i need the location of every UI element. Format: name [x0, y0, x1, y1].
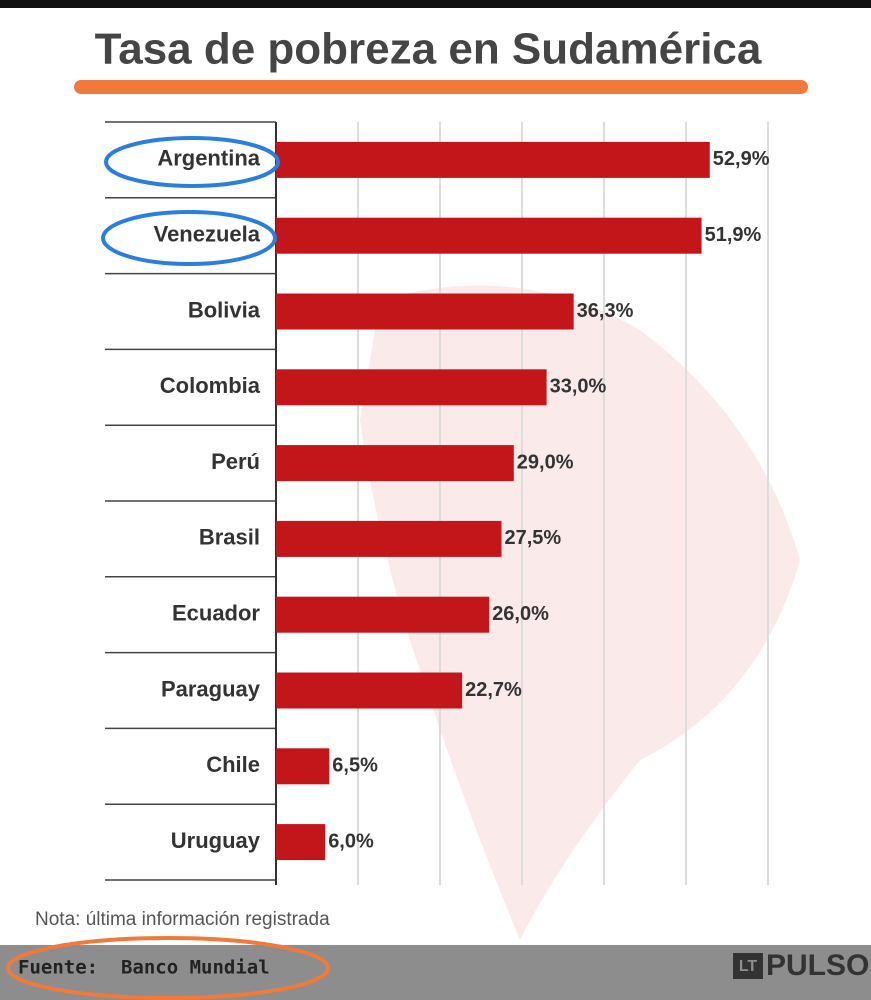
bar — [276, 369, 547, 406]
y-tick-label: Chile — [206, 752, 260, 777]
value-label: 51,9% — [705, 224, 762, 246]
bar — [276, 824, 326, 861]
value-label: 27,5% — [505, 527, 562, 549]
value-label: 36,3% — [577, 300, 634, 322]
note: Nota: última información registrada — [35, 909, 330, 930]
y-tick-label: Colombia — [160, 373, 261, 398]
top-bar — [0, 0, 871, 8]
logo-badge: LT — [739, 958, 758, 975]
value-label: 26,0% — [492, 603, 549, 625]
chart-title: Tasa de pobreza en Sudamérica — [95, 25, 762, 74]
value-label: 6,0% — [328, 830, 374, 852]
footer-band — [0, 945, 871, 1000]
bar — [276, 217, 702, 254]
value-label: 33,0% — [550, 376, 607, 398]
y-tick-label: Ecuador — [172, 601, 260, 626]
y-tick-label: Uruguay — [171, 828, 261, 853]
bar — [276, 293, 574, 330]
value-label: 52,9% — [713, 148, 770, 170]
y-tick-label: Perú — [211, 449, 260, 474]
y-tick-label: Argentina — [157, 146, 260, 171]
logo-badge-bg — [733, 953, 763, 979]
bar — [276, 672, 463, 709]
value-label: 22,7% — [465, 679, 522, 701]
bar — [276, 445, 514, 482]
logo-text: PULSO — [766, 949, 869, 982]
bar — [276, 748, 330, 785]
bar — [276, 520, 502, 557]
value-label: 6,5% — [332, 755, 378, 777]
y-tick-label: Bolivia — [188, 297, 261, 322]
y-tick-label: Paraguay — [161, 676, 261, 701]
value-label: 29,0% — [517, 451, 574, 473]
highlight-ellipse — [6, 936, 330, 1000]
y-tick-label: Brasil — [199, 525, 260, 550]
bar — [276, 596, 490, 633]
y-tick-label: Venezuela — [154, 222, 261, 247]
plot-area: Argentina 52,9% Venezuela 51,9% Bolivia 36,3%… — [105, 121, 770, 885]
bar — [276, 141, 710, 178]
highlight-ellipse — [101, 210, 277, 266]
highlight-ellipse — [104, 136, 280, 188]
title-underline — [74, 80, 808, 94]
source: Fuente: Banco Mundial — [18, 957, 270, 979]
